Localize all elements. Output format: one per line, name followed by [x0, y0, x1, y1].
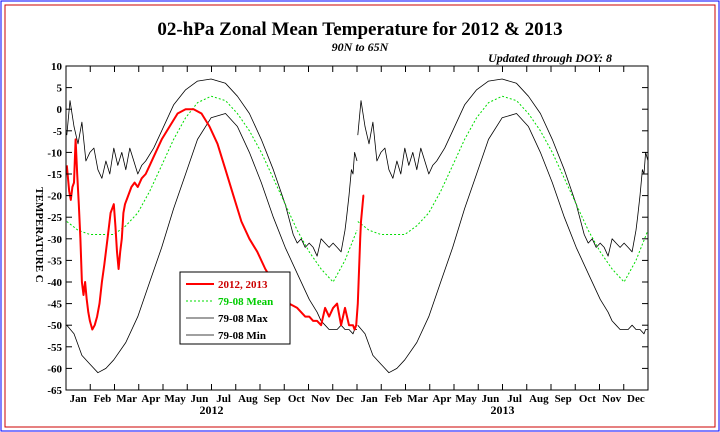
plot-layer — [65, 78, 649, 374]
y-tick-label: -45 — [47, 299, 62, 311]
series-line-79-08-mean — [66, 95, 358, 283]
y-tick-label: -10 — [47, 147, 62, 159]
y-tick-label: 5 — [57, 83, 63, 95]
plot-frame — [65, 65, 649, 391]
x-month-label: Apr — [432, 393, 451, 405]
series-line-2012-2013 — [65, 108, 365, 331]
x-month-label: Oct — [288, 393, 305, 405]
series-line-79-08-max — [66, 78, 358, 257]
x-month-label: May — [164, 393, 186, 405]
outer-frame-red — [4, 4, 716, 428]
x-month-label: Sep — [264, 393, 281, 405]
series-line-79-08-min — [66, 113, 357, 374]
x-month-label: Jul — [507, 393, 522, 405]
x-month-label: Jan — [361, 393, 378, 405]
x-month-label: Jun — [191, 393, 209, 405]
axis-layer: 10 5 0 -5 -10 -15 -20 -25 -30 -35 -40 -45 -50 -55 -60 -… — [47, 61, 649, 417]
y-tick-label: -30 — [47, 234, 62, 246]
y-tick-label: -55 — [47, 342, 62, 354]
x-month-label: Dec — [627, 393, 645, 405]
y-tick-label: -20 — [47, 191, 62, 203]
series-line-79-08-max-repeat — [357, 78, 649, 257]
x-month-label: Jun — [482, 393, 500, 405]
x-year-label: 2013 — [491, 403, 515, 417]
series-line-79-08-min-repeat — [357, 113, 648, 374]
x-month-label: Jan — [70, 393, 87, 405]
x-month-label: Jul — [216, 393, 231, 405]
x-month-label: May — [455, 393, 477, 405]
y-tick-label: -5 — [53, 126, 63, 138]
x-month-label: Nov — [602, 393, 621, 405]
x-year-label: 2012 — [200, 403, 224, 417]
x-month-label: Mar — [407, 393, 428, 405]
x-month-label: Dec — [336, 393, 354, 405]
chart-subtitle: 90N to 65N — [332, 40, 390, 54]
y-tick-label: 10 — [51, 61, 63, 73]
series-line-79-08-mean-repeat — [357, 95, 649, 283]
legend-label: 2012, 2013 — [218, 279, 268, 291]
legend-label: 79-08 Max — [218, 313, 268, 325]
y-tick-label: -60 — [47, 363, 62, 375]
y-tick-label: -65 — [47, 385, 62, 397]
x-month-label: Nov — [311, 393, 330, 405]
chart-title: 02-hPa Zonal Mean Temperature for 2012 &… — [157, 19, 562, 40]
x-month-label: Mar — [116, 393, 137, 405]
x-month-label: Feb — [94, 393, 112, 405]
legend-label: 79-08 Mean — [218, 296, 273, 308]
y-tick-label: -40 — [47, 277, 62, 289]
y-tick-label: -15 — [47, 169, 62, 181]
legend-label: 79-08 Min — [218, 330, 266, 342]
x-month-label: Oct — [579, 393, 596, 405]
y-tick-label: 0 — [57, 104, 63, 116]
x-month-label: Aug — [238, 393, 258, 405]
legend: 2012, 2013 79-08 Mean 79-08 Max 79-08 Min — [179, 271, 291, 345]
x-month-label: Feb — [385, 393, 403, 405]
y-axis-label: TEMPERATURE C — [33, 187, 45, 282]
y-tick-label: -50 — [47, 320, 62, 332]
x-month-label: Aug — [529, 393, 549, 405]
updated-label: Updated through DOY: 8 — [488, 51, 612, 65]
x-month-label: Apr — [141, 393, 160, 405]
y-tick-label: -25 — [47, 212, 62, 224]
y-tick-label: -35 — [47, 255, 62, 267]
x-month-label: Sep — [555, 393, 572, 405]
